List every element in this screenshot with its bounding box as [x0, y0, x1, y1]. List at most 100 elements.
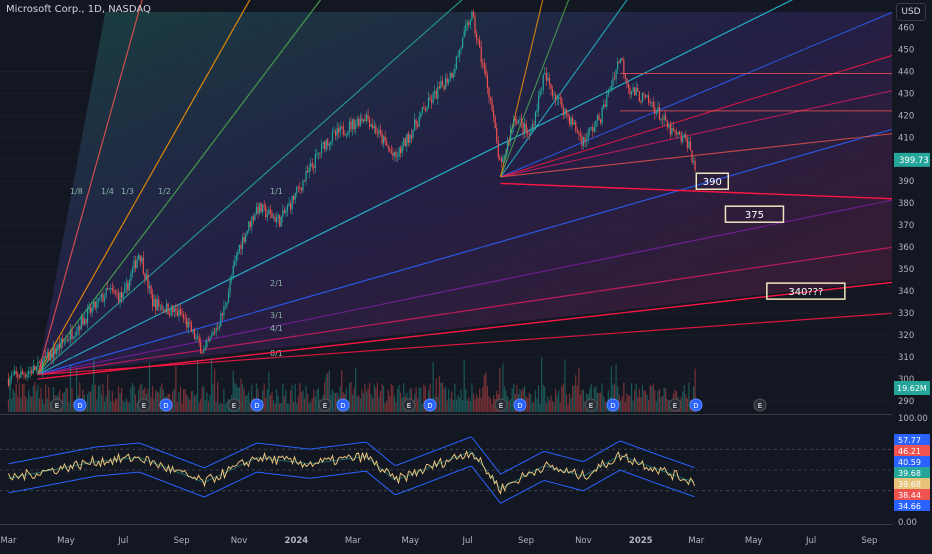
candle-body — [418, 116, 420, 127]
dividend-marker — [73, 398, 87, 412]
candle-body — [152, 294, 154, 307]
candle-body — [114, 290, 117, 293]
volume-bar — [365, 391, 368, 412]
candle-body — [31, 370, 33, 374]
volume-bar — [463, 359, 465, 412]
candle-body — [542, 74, 544, 90]
candle-body — [59, 344, 61, 349]
volume-bar — [575, 375, 577, 412]
candle-body — [353, 119, 355, 130]
volume-bar — [564, 359, 566, 412]
volume-bar — [527, 397, 529, 412]
candle-body — [12, 374, 14, 376]
rsi-value-label: 46.21 — [898, 447, 921, 456]
volume-bar — [440, 382, 442, 412]
currency-button[interactable]: USD — [896, 3, 926, 21]
volume-bar — [128, 403, 130, 412]
candle-body — [43, 356, 45, 361]
volume-bar — [531, 403, 533, 412]
candle-body — [679, 132, 681, 135]
volume-bar — [305, 385, 307, 412]
volume-bar — [462, 399, 464, 412]
volume-bar — [437, 396, 439, 412]
volume-bar — [685, 394, 687, 412]
earnings-marker — [402, 398, 416, 412]
price-tick-label: 460 — [898, 23, 914, 33]
candle-body — [620, 58, 622, 63]
candle-body — [258, 203, 261, 214]
earnings-marker-label: E — [407, 402, 411, 410]
candle-body — [567, 114, 569, 117]
price-tick-label: 410 — [898, 133, 914, 143]
candle-body — [336, 128, 338, 136]
candle-body — [226, 301, 228, 306]
candle-body — [373, 126, 375, 129]
candle-body — [539, 90, 541, 96]
candle-body — [370, 124, 372, 127]
volume-bar — [483, 375, 485, 412]
candle-body — [491, 99, 493, 111]
volume-bar — [617, 386, 619, 412]
candle-body — [634, 87, 636, 96]
candle-body — [508, 141, 510, 142]
candle-body — [458, 49, 461, 57]
earnings-marker — [668, 398, 682, 412]
candle-body — [266, 214, 268, 218]
volume-bar — [100, 394, 103, 412]
volume-bar — [553, 402, 555, 412]
price-tick-label: 320 — [898, 331, 914, 341]
volume-bar — [620, 400, 622, 412]
candle-body — [245, 233, 247, 242]
candle-body — [593, 127, 595, 132]
volume-bar — [682, 391, 684, 412]
candle-body — [96, 301, 98, 309]
volume-bar — [187, 397, 189, 412]
candle-body — [255, 206, 258, 215]
dividend-marker — [250, 398, 264, 412]
candle-body — [460, 47, 462, 50]
candle-body — [350, 121, 352, 130]
volume-bar — [398, 385, 400, 412]
volume-bar — [370, 394, 372, 412]
volume-bar — [138, 389, 140, 412]
time-tick-label: May — [401, 536, 419, 546]
volume-bar — [417, 398, 419, 412]
candle-body — [652, 102, 654, 108]
volume-bar — [88, 391, 90, 412]
volume-bar — [266, 389, 268, 412]
candle-body — [212, 332, 214, 335]
volume-bar — [356, 396, 358, 412]
candle-body — [537, 95, 540, 111]
candle-body — [271, 213, 273, 218]
volume-bar — [238, 387, 241, 412]
candle-body — [483, 64, 485, 69]
time-tick-label: Jul — [462, 536, 473, 546]
candle-body — [192, 329, 194, 333]
volume-bar — [255, 383, 258, 412]
volume-bar — [49, 401, 51, 412]
candle-body — [246, 230, 248, 234]
candle-body — [494, 117, 496, 129]
candle-body — [220, 313, 222, 326]
candle-body — [116, 292, 118, 294]
price-tick-label: 310 — [898, 353, 914, 363]
candle-body — [389, 148, 391, 151]
candle-body — [21, 371, 24, 374]
volume-bar — [43, 403, 45, 412]
candle-body — [672, 128, 675, 131]
candle-body — [621, 58, 623, 61]
candle-body — [603, 104, 605, 108]
candle-body — [423, 107, 425, 109]
volume-bar — [37, 384, 39, 412]
candle-body — [165, 303, 168, 313]
volume-bar — [429, 383, 431, 412]
volume-bar — [555, 389, 557, 412]
volume-bar — [364, 384, 366, 412]
candle-body — [448, 80, 450, 83]
candle-body — [528, 133, 530, 135]
candle-body — [206, 340, 208, 347]
candle-body — [334, 131, 337, 136]
candle-body — [533, 124, 535, 126]
volume-bar — [297, 396, 299, 412]
